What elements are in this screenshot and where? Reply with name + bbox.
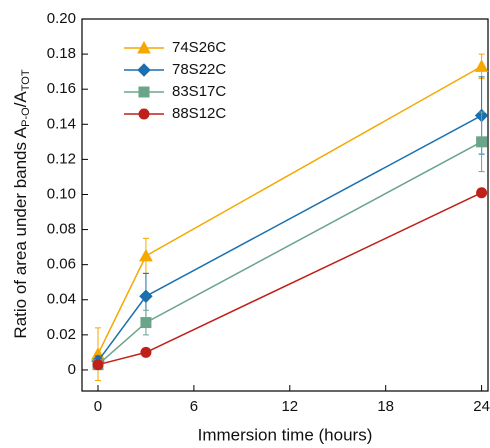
y-tick-label: 0.12 — [47, 150, 76, 167]
legend-marker — [138, 108, 150, 120]
series-line — [97, 65, 482, 355]
x-tick-label: 24 — [473, 398, 490, 415]
marker — [139, 289, 153, 303]
y-tick-label: 0.10 — [47, 185, 76, 202]
y-tick-label: 0.16 — [47, 80, 76, 97]
y-tick-label: 0.14 — [47, 115, 76, 132]
y-label-sub: P-O — [20, 107, 32, 127]
legend-label: 83S17C — [172, 83, 226, 100]
marker — [476, 136, 488, 148]
plot-frame — [81, 18, 489, 392]
x-tick-label: 0 — [94, 398, 102, 415]
y-label-part: Ratio of area under bands A — [11, 126, 30, 338]
legend-label: 74S26C — [172, 39, 226, 56]
marker — [474, 59, 489, 72]
x-tick-label: 6 — [190, 398, 198, 415]
x-tick-label: 12 — [281, 398, 298, 415]
y-axis-label: Ratio of area under bands AP-O/ATOT — [11, 69, 31, 338]
y-tick-label: 0.04 — [47, 291, 76, 308]
marker — [140, 346, 152, 358]
legend-marker — [138, 86, 150, 98]
legend-marker — [137, 40, 151, 54]
y-tick-label: 0.20 — [47, 10, 76, 27]
y-label-sub: TOT — [20, 69, 32, 91]
x-tick-label: 18 — [377, 398, 394, 415]
y-tick-label: 0.06 — [47, 256, 76, 273]
y-tick-label: 0.02 — [47, 326, 76, 343]
marker — [139, 248, 153, 262]
series-line — [97, 114, 482, 362]
y-tick-label: 0.08 — [47, 221, 76, 238]
y-tick-label: 0.18 — [47, 45, 76, 62]
legend-label: 78S22C — [172, 61, 226, 78]
marker — [476, 187, 488, 199]
y-tick-label: 0 — [68, 361, 76, 378]
marker — [92, 359, 104, 371]
x-axis-label: Immersion time (hours) — [198, 425, 373, 444]
marker — [140, 317, 152, 329]
y-label-part: /A — [11, 91, 30, 108]
legend-label: 88S12C — [172, 105, 226, 122]
legend-marker — [137, 63, 151, 77]
